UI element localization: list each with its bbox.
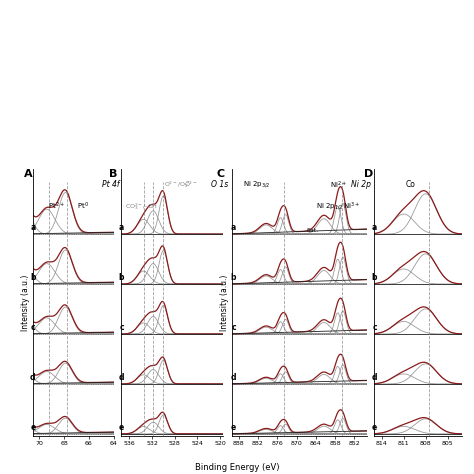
Text: c: c	[119, 323, 124, 332]
Text: d: d	[372, 373, 377, 382]
Text: Pt$^{2+}$: Pt$^{2+}$	[48, 201, 64, 212]
Text: Ni$^{3+}$: Ni$^{3+}$	[343, 201, 360, 212]
Text: D: D	[364, 169, 373, 179]
Text: a: a	[372, 223, 377, 232]
Text: C: C	[216, 169, 224, 179]
Text: b: b	[118, 273, 124, 282]
Text: a: a	[118, 223, 124, 232]
Text: d: d	[30, 373, 36, 382]
Text: Ni 2p: Ni 2p	[351, 180, 371, 189]
Y-axis label: Intensity (a.u.): Intensity (a.u.)	[21, 274, 30, 331]
Text: Ni$^{2+}$: Ni$^{2+}$	[329, 180, 346, 191]
Text: O$^{2-}$: O$^{2-}$	[184, 180, 198, 189]
Text: b: b	[30, 273, 36, 282]
Text: b: b	[231, 273, 237, 282]
Text: Pt$^{0}$: Pt$^{0}$	[78, 201, 90, 212]
Text: e: e	[30, 423, 36, 432]
Text: Pt 4f: Pt 4f	[101, 180, 119, 189]
Text: e: e	[372, 423, 377, 432]
Text: A: A	[24, 169, 32, 179]
Text: B: B	[109, 169, 117, 179]
Text: e: e	[118, 423, 124, 432]
Text: d: d	[231, 373, 237, 382]
Text: e: e	[231, 423, 237, 432]
Text: d: d	[118, 373, 124, 382]
Text: b: b	[372, 273, 377, 282]
Text: a: a	[30, 223, 36, 232]
Text: CO$_3^{2-}$/-OH: CO$_3^{2-}$/-OH	[125, 201, 158, 212]
Text: O 1s: O 1s	[210, 180, 228, 189]
Text: Binding Energy (eV): Binding Energy (eV)	[195, 463, 279, 472]
Text: a: a	[231, 223, 237, 232]
Text: O$^{2-}$/O$_2^-$: O$^{2-}$/O$_2^-$	[164, 180, 190, 191]
Text: c: c	[31, 323, 36, 332]
Text: Ni 2p$_{3/2}$: Ni 2p$_{3/2}$	[243, 180, 271, 190]
Text: c: c	[232, 323, 237, 332]
Text: Ni 2p$_{1/2}$: Ni 2p$_{1/2}$	[316, 201, 344, 211]
Text: Sat.: Sat.	[307, 228, 319, 233]
Y-axis label: Intensity (a.u.): Intensity (a.u.)	[220, 274, 229, 331]
Text: c: c	[373, 323, 377, 332]
Text: Co: Co	[405, 180, 415, 189]
